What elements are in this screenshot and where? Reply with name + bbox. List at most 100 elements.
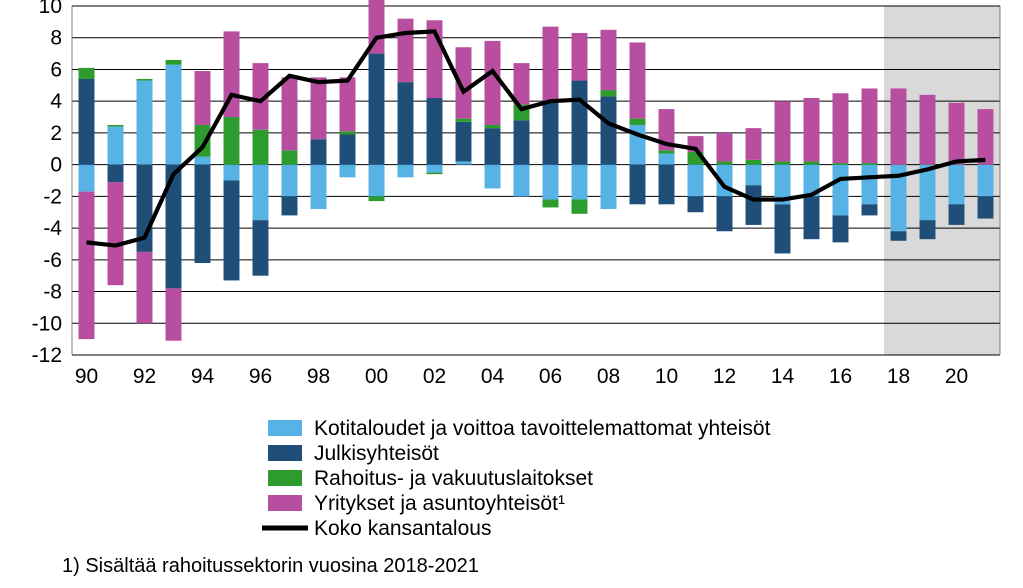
- bar-kotitaloudet: [572, 165, 588, 200]
- bar-rahoitus: [427, 173, 443, 175]
- bar-rahoitus: [485, 125, 501, 128]
- legend-label: Kotitaloudet ja voittoa tavoittelemattom…: [314, 417, 771, 440]
- x-tick-label: 18: [887, 365, 910, 388]
- bar-rahoitus: [456, 119, 472, 122]
- bar-kotitaloudet: [601, 165, 617, 209]
- bar-kotitaloudet: [543, 165, 559, 200]
- x-tick-label: 90: [75, 365, 98, 388]
- bar-rahoitus: [572, 200, 588, 214]
- bar-kotitaloudet: [485, 165, 501, 189]
- bar-julkisyhteisot: [630, 165, 646, 205]
- bar-julkisyhteisot: [427, 98, 443, 165]
- bar-kotitaloudet: [978, 165, 994, 197]
- bar-rahoitus: [717, 161, 733, 164]
- bar-kotitaloudet: [833, 165, 849, 216]
- bar-yritykset: [195, 71, 211, 125]
- bar-julkisyhteisot: [688, 196, 704, 212]
- bar-julkisyhteisot: [572, 81, 588, 165]
- bar-yritykset: [514, 63, 530, 104]
- bar-julkisyhteisot: [456, 122, 472, 162]
- x-tick-label: 10: [655, 365, 678, 388]
- bar-julkisyhteisot: [949, 204, 965, 225]
- x-tick-label: 94: [191, 365, 215, 388]
- bar-kotitaloudet: [79, 165, 95, 192]
- legend-swatch: [268, 470, 302, 486]
- bar-julkisyhteisot: [862, 204, 878, 215]
- x-tick-label: 16: [829, 365, 852, 388]
- bar-kotitaloudet: [195, 157, 211, 165]
- y-tick-label: -8: [43, 281, 62, 304]
- bar-rahoitus: [543, 200, 559, 208]
- legend-swatch-line: [262, 526, 308, 531]
- bar-yritykset: [398, 19, 414, 82]
- bar-yritykset: [833, 93, 849, 163]
- bar-rahoitus: [833, 163, 849, 165]
- bar-julkisyhteisot: [601, 96, 617, 164]
- bar-julkisyhteisot: [195, 165, 211, 263]
- y-tick-label: -4: [43, 217, 62, 240]
- y-tick-label: -12: [32, 344, 62, 367]
- y-tick-label: -6: [43, 249, 62, 272]
- bar-yritykset: [137, 252, 153, 323]
- bar-rahoitus: [746, 160, 762, 165]
- legend-swatch: [268, 420, 302, 436]
- bar-kotitaloudet: [514, 165, 530, 197]
- bar-kotitaloudet: [456, 161, 472, 164]
- bar-rahoitus: [369, 196, 385, 201]
- legend-label: Yritykset ja asuntoyhteisöt¹: [314, 492, 565, 515]
- bar-yritykset: [79, 192, 95, 340]
- bar-julkisyhteisot: [746, 185, 762, 225]
- bar-julkisyhteisot: [920, 220, 936, 239]
- bar-yritykset: [572, 33, 588, 81]
- x-tick-label: 04: [481, 365, 505, 388]
- bar-rahoitus: [282, 150, 298, 164]
- bar-yritykset: [891, 88, 907, 164]
- bar-yritykset: [543, 27, 559, 102]
- bar-rahoitus: [253, 130, 269, 165]
- bar-kotitaloudet: [369, 165, 385, 197]
- bar-yritykset: [340, 77, 356, 131]
- x-tick-label: 06: [539, 365, 562, 388]
- y-tick-label: 4: [50, 90, 62, 113]
- bar-kotitaloudet: [398, 165, 414, 178]
- bar-kotitaloudet: [659, 154, 675, 165]
- bar-yritykset: [978, 109, 994, 165]
- bar-julkisyhteisot: [833, 215, 849, 242]
- x-tick-label: 02: [423, 365, 446, 388]
- x-tick-label: 20: [945, 365, 968, 388]
- bar-julkisyhteisot: [79, 79, 95, 165]
- bar-yritykset: [862, 88, 878, 163]
- legend-swatch: [268, 495, 302, 511]
- bar-kotitaloudet: [311, 165, 327, 209]
- bar-kotitaloudet: [862, 165, 878, 205]
- bar-julkisyhteisot: [717, 196, 733, 231]
- bar-kotitaloudet: [920, 165, 936, 221]
- bar-yritykset: [601, 30, 617, 90]
- bar-rahoitus: [659, 150, 675, 153]
- bar-julkisyhteisot: [282, 196, 298, 215]
- bar-rahoitus: [775, 161, 791, 164]
- bar-kotitaloudet: [166, 65, 182, 165]
- bar-rahoitus: [804, 161, 820, 164]
- x-tick-label: 98: [307, 365, 330, 388]
- bar-julkisyhteisot: [891, 231, 907, 241]
- bar-yritykset: [717, 133, 733, 162]
- bar-julkisyhteisot: [224, 181, 240, 281]
- bar-yritykset: [949, 103, 965, 165]
- x-tick-label: 92: [133, 365, 156, 388]
- y-tick-label: 8: [50, 27, 62, 50]
- bar-rahoitus: [630, 119, 646, 125]
- x-tick-label: 08: [597, 365, 620, 388]
- bar-rahoitus: [601, 90, 617, 96]
- x-tick-label: 14: [771, 365, 795, 388]
- bar-yritykset: [920, 95, 936, 165]
- bar-kotitaloudet: [688, 165, 704, 197]
- bar-julkisyhteisot: [659, 165, 675, 205]
- bar-yritykset: [775, 101, 791, 161]
- bar-kotitaloudet: [137, 81, 153, 165]
- bar-kotitaloudet: [224, 165, 240, 181]
- bar-yritykset: [282, 77, 298, 150]
- bar-rahoitus: [108, 125, 124, 127]
- bar-rahoitus: [79, 68, 95, 79]
- legend-swatch: [268, 445, 302, 461]
